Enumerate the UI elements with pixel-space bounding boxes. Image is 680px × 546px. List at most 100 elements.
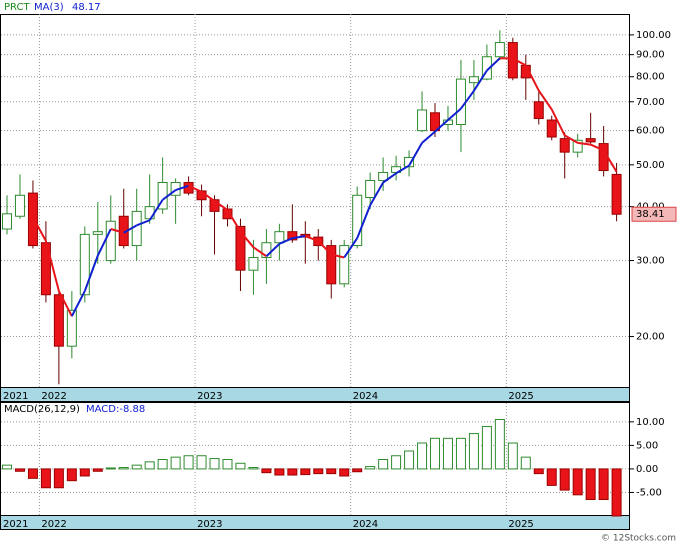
ma-segment	[550, 108, 566, 136]
macd-bar	[442, 437, 453, 470]
candle-body	[546, 119, 557, 138]
macd-bar	[235, 462, 246, 470]
macd-bar	[14, 468, 25, 472]
macd-bar	[430, 437, 441, 470]
macd-panel	[0, 402, 630, 516]
macd-bar	[79, 468, 90, 477]
ma-legend: MA(3)	[34, 2, 64, 13]
ma-segment	[110, 228, 125, 234]
candle-body	[417, 109, 428, 132]
ma-segment	[460, 90, 475, 110]
macd-bar	[313, 468, 324, 475]
ma-segment	[512, 57, 527, 67]
candle-body	[559, 138, 570, 153]
x-tick-label: 2024	[353, 519, 378, 530]
ma-segment	[292, 235, 306, 240]
macd-bar	[326, 468, 337, 475]
x-tick-label: 2025	[508, 391, 533, 402]
macd-bar	[105, 467, 116, 470]
y-tick-label: 70.00	[636, 97, 665, 108]
macd-label: MACD:-8.88	[86, 404, 145, 415]
x-tick-label: 2021	[3, 519, 28, 530]
ma-segment	[486, 57, 501, 72]
candle-body	[248, 256, 259, 271]
ma-segment	[200, 190, 216, 202]
candle-body	[131, 210, 142, 247]
x-tick-label: 2021	[3, 391, 28, 402]
y-tick-label: 60.00	[636, 126, 665, 137]
ma-segment	[382, 172, 397, 184]
ma-segment	[213, 200, 229, 211]
x-tick-label: 2023	[197, 519, 222, 530]
macd-bar	[144, 461, 155, 470]
ma-segment	[331, 253, 345, 259]
candle-body	[274, 231, 285, 244]
footer: © 12Stocks.com	[601, 534, 676, 544]
date-bar	[0, 387, 630, 402]
ma-segment	[447, 107, 462, 121]
y-tick-label: 20.00	[636, 332, 665, 343]
ma-segment	[175, 184, 189, 192]
x-tick-label: 2025	[508, 519, 533, 530]
ma-segment	[188, 184, 202, 193]
candle-body	[261, 242, 272, 258]
ma-segment	[317, 240, 332, 256]
macd-bar	[53, 468, 64, 489]
ma-segment	[590, 143, 605, 152]
macd-bar	[118, 467, 129, 470]
macd-bar	[455, 437, 466, 470]
ma-segment	[70, 290, 86, 317]
candle-body	[339, 245, 350, 285]
candle-body	[481, 56, 492, 80]
ma-segment	[304, 235, 319, 242]
y-tick-label: 90.00	[636, 50, 665, 61]
candle-body	[378, 171, 389, 181]
y-tick-label: 0.00	[636, 464, 658, 475]
macd-bar	[40, 468, 51, 489]
ma-segment	[408, 142, 423, 167]
candle-body	[105, 220, 116, 262]
candle-body	[468, 76, 479, 84]
macd-bar	[572, 468, 583, 496]
last-price-box	[631, 206, 677, 222]
ma-segment	[395, 164, 410, 175]
macd-bar	[404, 450, 415, 470]
ma-segment	[57, 290, 73, 317]
candle-body	[235, 225, 246, 271]
ma-segment	[421, 130, 436, 144]
ma-segment	[602, 149, 618, 173]
macd-bar	[546, 468, 557, 486]
x-tick-label: 2022	[41, 519, 66, 530]
ma-segment	[564, 134, 579, 144]
candle-body	[53, 294, 64, 347]
candle-body	[79, 233, 90, 296]
ma-segment	[577, 141, 591, 146]
candle-body	[14, 194, 25, 217]
candle-body	[494, 42, 505, 58]
y-tick-label: 50.00	[636, 160, 665, 171]
ma-segment	[136, 219, 151, 227]
ma-segment	[278, 237, 293, 245]
ma-segment	[123, 224, 138, 234]
ma-segment	[524, 64, 540, 92]
candle-body	[326, 245, 337, 285]
ma-segment	[162, 189, 177, 201]
last-price: 38.41	[636, 209, 665, 220]
ma-segment	[96, 228, 112, 257]
candle-body	[2, 213, 12, 230]
macd-bar	[339, 468, 350, 477]
macd-bar	[222, 459, 233, 470]
macd-bar	[66, 468, 77, 482]
ma-segment	[473, 69, 488, 92]
macd-bar	[261, 468, 272, 474]
macd-bar	[378, 459, 389, 470]
y-tick-label: 80.00	[636, 72, 665, 83]
macd-bar	[131, 464, 142, 470]
macd-bar	[611, 468, 622, 517]
candle-body	[572, 139, 583, 153]
y-tick-label: -5.00	[636, 487, 662, 498]
ma-segment	[537, 90, 553, 110]
macd-bar	[157, 459, 168, 470]
macd-bar	[481, 426, 492, 470]
ma-segment	[32, 216, 47, 242]
